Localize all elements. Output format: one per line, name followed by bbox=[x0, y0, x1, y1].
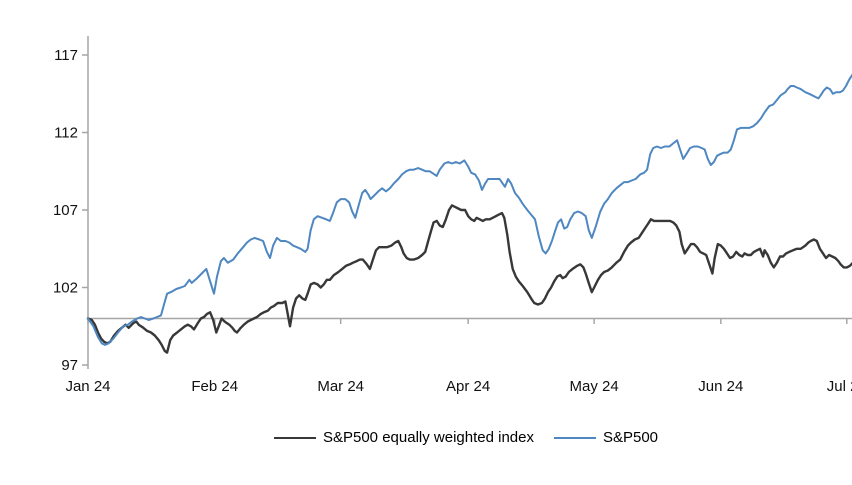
legend-item-sp500-equal-weight: S&P500 equally weighted index bbox=[273, 429, 534, 446]
series-line-sp500 bbox=[87, 73, 852, 346]
legend-label-sp500-equal-weight: S&P500 equally weighted index bbox=[322, 429, 534, 446]
y-tick-label: 102 bbox=[53, 280, 78, 297]
x-tick-label: Jul 24 bbox=[827, 378, 852, 395]
series-line-sp500-equal-weight bbox=[86, 204, 852, 354]
legend-swatch-sp500 bbox=[553, 436, 596, 439]
legend-label-sp500: S&P500 bbox=[602, 429, 659, 446]
x-tick-label: Jan 24 bbox=[65, 378, 110, 395]
y-tick-label: 97 bbox=[61, 357, 78, 374]
x-tick-label: Mar 24 bbox=[317, 378, 364, 395]
legend-swatch-sp500-equal-weight bbox=[273, 436, 316, 439]
chart-canvas: 97 102 107 112 117 Jan 24 Feb 24 Mar 24 Apr 24 Ma… bbox=[53, 36, 852, 395]
x-tick-label: Feb 24 bbox=[191, 378, 238, 395]
legend-item-sp500: S&P500 bbox=[553, 429, 659, 446]
line-chart-figure: 97 102 107 112 117 Jan 24 Feb 24 Mar 24 Apr 24 Ma… bbox=[40, 16, 852, 469]
y-tick-label: 107 bbox=[53, 202, 78, 219]
y-tick-label: 112 bbox=[54, 125, 78, 142]
chart-legend: S&P500 equally weighted index S&P500 bbox=[40, 429, 852, 446]
y-tick-label: 117 bbox=[54, 47, 78, 64]
x-tick-label: May 24 bbox=[570, 378, 619, 395]
x-tick-label: Apr 24 bbox=[446, 378, 490, 395]
x-tick-label: Jun 24 bbox=[698, 378, 743, 395]
